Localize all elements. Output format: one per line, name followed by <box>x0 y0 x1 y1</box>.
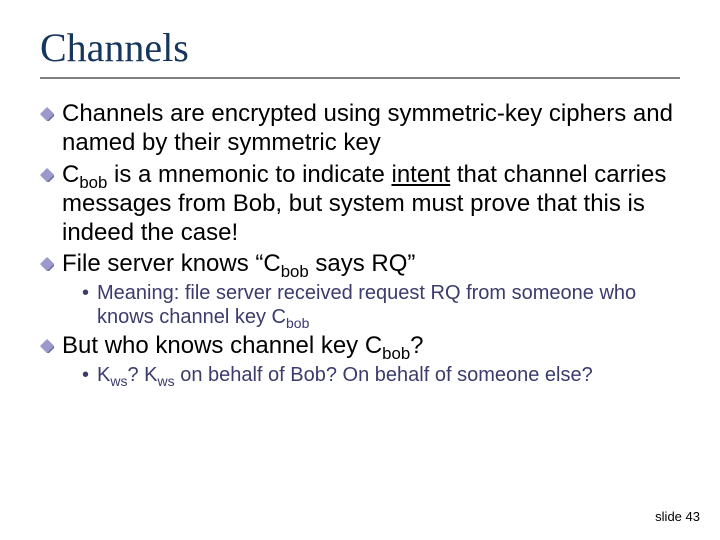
subscript: bob <box>281 262 309 281</box>
underlined-text: intent <box>391 161 450 188</box>
diamond-icon <box>40 107 54 121</box>
subbullet-1: • Meaning: file server received request … <box>82 281 680 330</box>
subbullet-2-text: Kws? Kws on behalf of Bob? On behalf of … <box>97 363 680 387</box>
diamond-icon <box>40 168 54 182</box>
footer-number: 43 <box>686 509 700 524</box>
text-frag: on behalf of Bob? On behalf of someone e… <box>175 364 593 386</box>
text-frag: C <box>62 161 79 188</box>
bullet-1: Channels are encrypted using symmetric-k… <box>40 99 680 158</box>
diamond-icon <box>40 339 54 353</box>
slide: Channels Channels are encrypted using sy… <box>0 0 720 540</box>
text-frag: is a mnemonic to indicate <box>107 161 391 188</box>
subscript: bob <box>79 172 107 191</box>
bullet-4: But who knows channel key Cbob? <box>40 331 680 360</box>
bullet-3-text: File server knows “Cbob says RQ” <box>62 249 680 278</box>
subscript: ws <box>158 373 175 389</box>
bullet-4-text: But who knows channel key Cbob? <box>62 331 680 360</box>
bullet-3: File server knows “Cbob says RQ” <box>40 249 680 278</box>
text-frag: Meaning: file server received request RQ… <box>97 282 636 328</box>
subscript: bob <box>382 344 410 363</box>
text-frag: But who knows channel key C <box>62 332 382 359</box>
text-frag: File server knows “C <box>62 250 281 277</box>
bullet-dot-icon: • <box>82 363 89 387</box>
text-frag: ? K <box>127 364 157 386</box>
subscript: ws <box>110 373 127 389</box>
subbullet-1-text: Meaning: file server received request RQ… <box>97 281 680 330</box>
text-frag: ? <box>410 332 423 359</box>
subscript: bob <box>286 315 309 331</box>
slide-content: Channels are encrypted using symmetric-k… <box>40 99 680 387</box>
slide-number: slide 43 <box>655 509 700 524</box>
bullet-2: Cbob is a mnemonic to indicate intent th… <box>40 160 680 248</box>
bullet-2-text: Cbob is a mnemonic to indicate intent th… <box>62 160 680 248</box>
diamond-icon <box>40 257 54 271</box>
bullet-dot-icon: • <box>82 281 89 305</box>
text-frag: K <box>97 364 110 386</box>
text-frag: says RQ” <box>309 250 416 277</box>
subbullet-2: • Kws? Kws on behalf of Bob? On behalf o… <box>82 363 680 387</box>
bullet-1-text: Channels are encrypted using symmetric-k… <box>62 99 680 158</box>
title-rule <box>40 77 680 79</box>
slide-title: Channels <box>40 24 680 71</box>
footer-label: slide <box>655 509 685 524</box>
